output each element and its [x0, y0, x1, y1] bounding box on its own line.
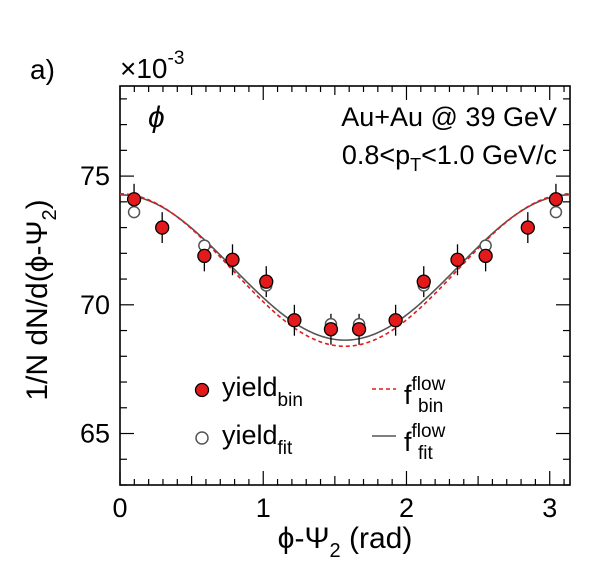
- legend-label-yield-fit: yieldfit: [222, 420, 293, 459]
- annotation-pt-sub: T: [410, 155, 421, 175]
- point-yield-bin: [548, 192, 564, 207]
- curves-layer: [119, 193, 571, 348]
- point-yield-bin: [126, 192, 142, 207]
- y-tick-label: 65: [80, 419, 110, 449]
- particle-symbol: ϕ: [148, 101, 165, 134]
- exponent-label: ×10-3: [120, 48, 184, 84]
- point-yield-bin: [323, 322, 339, 337]
- point-yield-bin: [287, 313, 302, 328]
- annotation-line1: Au+Au @ 39 GeV: [341, 102, 557, 132]
- x-axis-title-main: ϕ-Ψ: [278, 522, 330, 555]
- y-axis-title-main: 1/N dN/d(ϕ-Ψ: [21, 220, 54, 400]
- legend-label-yield-bin: yieldbin: [222, 372, 303, 411]
- exponent-power: -3: [168, 48, 185, 69]
- panel-label: a): [30, 54, 55, 85]
- point-yield-bin: [155, 220, 170, 235]
- markers-layer: [126, 192, 564, 337]
- legend-f-bin-sub: bin: [418, 396, 443, 417]
- x-axis-title: ϕ-Ψ2 (rad): [278, 522, 413, 562]
- point-yield-bin: [225, 252, 240, 267]
- legend-f-fit-sup: flow: [412, 421, 446, 442]
- point-yield-bin: [388, 313, 403, 328]
- y-tick-label: 75: [80, 161, 110, 191]
- legend: yieldbin yieldfit fflow bin fflow fit: [194, 372, 446, 464]
- legend-yield-bin-sub: bin: [278, 390, 303, 411]
- curve-f-fit: [119, 194, 571, 341]
- point-yield-bin: [450, 252, 465, 267]
- legend-marker-yield-fit: [195, 431, 209, 445]
- legend-label-f-bin: fflow bin: [404, 374, 446, 417]
- annotation-pt-prefix: 0.8<p: [342, 140, 410, 170]
- point-yield-bin: [478, 248, 493, 264]
- legend-yield-bin-main: yield: [222, 372, 278, 402]
- legend-f-fit-main: f: [404, 427, 412, 457]
- point-yield-bin: [351, 322, 367, 337]
- plot-frame: [119, 85, 571, 486]
- curve-f-bin: [119, 193, 571, 348]
- y-axis-title-sub: 2: [39, 209, 61, 220]
- y-tick-label: 70: [80, 290, 110, 320]
- legend-label-f-fit: fflow fit: [404, 421, 446, 464]
- point-yield-bin: [259, 274, 274, 289]
- y-axis-title-close: ): [21, 199, 54, 209]
- x-tick-label: 2: [399, 493, 414, 523]
- point-yield-bin: [197, 248, 212, 264]
- point-yield-bin: [520, 220, 535, 235]
- x-axis-title-sub: 2: [330, 540, 341, 562]
- x-tick-label: 0: [112, 493, 127, 523]
- point-yield-fit: [549, 205, 563, 219]
- errorbars-layer: [133, 183, 557, 345]
- x-tick-label: 3: [542, 493, 557, 523]
- point-yield-bin: [416, 274, 431, 289]
- x-tick-label: 1: [256, 493, 271, 523]
- exponent-base: ×10: [120, 53, 168, 84]
- x-axis-title-unit: (rad): [341, 522, 413, 555]
- annotation-line2: 0.8<pT<1.0 GeV/c: [342, 140, 557, 175]
- legend-f-bin-main: f: [404, 380, 412, 410]
- annotation-pt-suffix: <1.0 GeV/c: [421, 140, 557, 170]
- ticks-layer: 0 1 2 3 65 70 75: [80, 86, 570, 523]
- legend-f-bin-sup: flow: [412, 374, 446, 395]
- y-axis-title: 1/N dN/d(ϕ-Ψ2): [21, 199, 61, 400]
- legend-yield-fit-main: yield: [222, 420, 278, 450]
- legend-f-fit-sub: fit: [418, 443, 434, 464]
- point-yield-fit: [127, 205, 141, 219]
- legend-marker-yield-bin: [194, 382, 210, 398]
- legend-yield-fit-sub: fit: [278, 438, 294, 459]
